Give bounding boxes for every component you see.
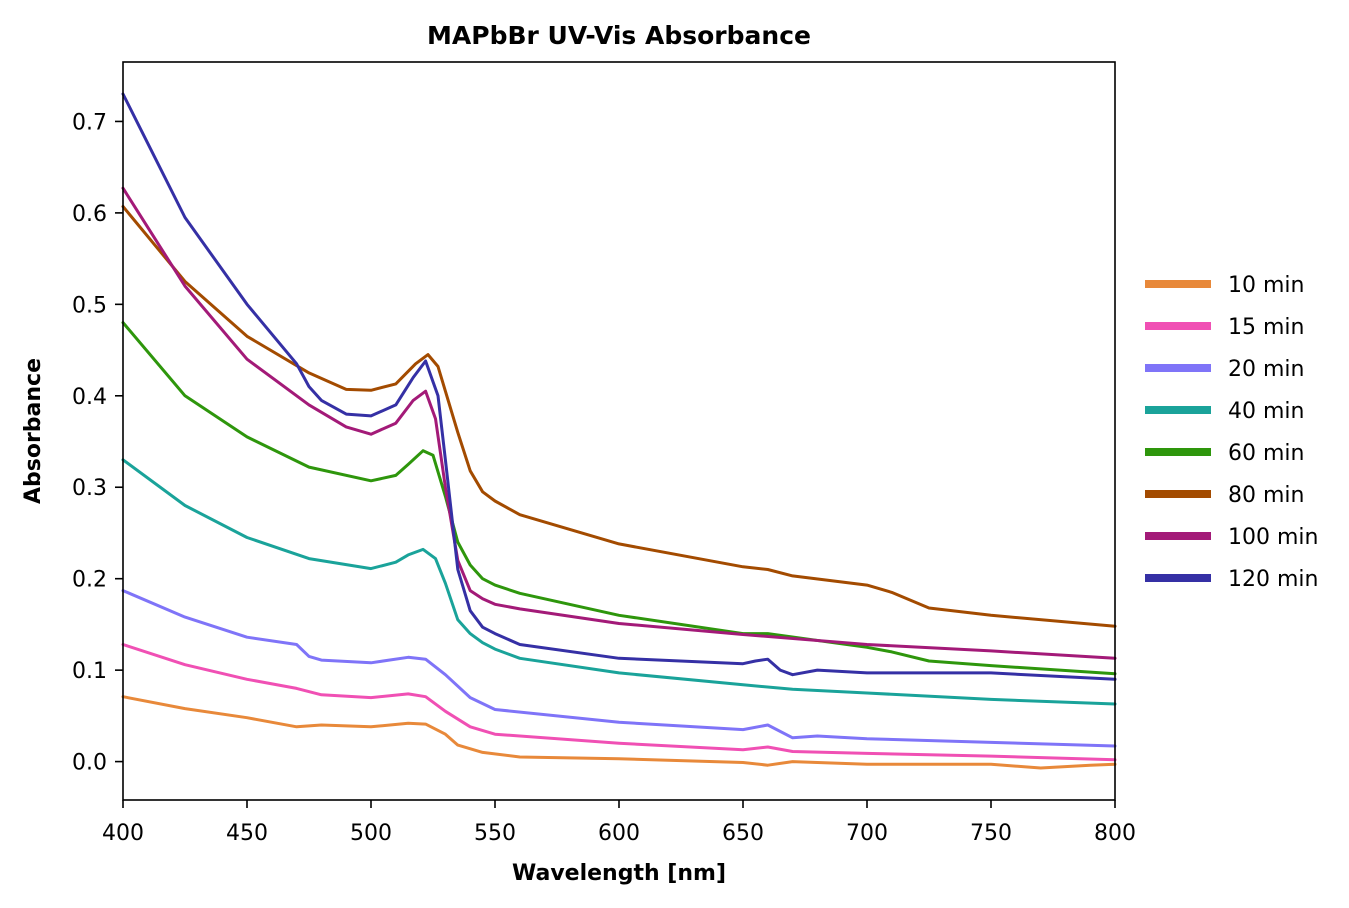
x-tick-label: 600 bbox=[598, 821, 640, 846]
legend-label-0: 10 min bbox=[1228, 273, 1304, 298]
x-tick-label: 550 bbox=[474, 821, 516, 846]
legend-label-7: 120 min bbox=[1228, 567, 1318, 592]
x-tick-label: 400 bbox=[102, 821, 144, 846]
legend-label-4: 60 min bbox=[1228, 441, 1304, 466]
y-tick-label: 0.1 bbox=[72, 659, 107, 684]
series-line-6 bbox=[121, 186, 1117, 660]
y-tick-label: 0.3 bbox=[72, 476, 107, 501]
x-tick-label: 650 bbox=[722, 821, 764, 846]
y-tick-label: 0.4 bbox=[72, 385, 107, 410]
y-tick-label: 0.5 bbox=[72, 293, 107, 318]
y-axis: 0.0 0.1 0.2 0.3 0.4 0.5 0.6 0.7 bbox=[72, 110, 123, 776]
y-tick-label: 0.6 bbox=[72, 202, 107, 227]
x-tick-label: 700 bbox=[846, 821, 888, 846]
legend-label-6: 100 min bbox=[1228, 525, 1318, 550]
x-tick-label: 800 bbox=[1094, 821, 1136, 846]
legend-label-2: 20 min bbox=[1228, 357, 1304, 382]
series-line-0 bbox=[121, 695, 1117, 770]
y-tick-label: 0.7 bbox=[72, 110, 107, 135]
x-tick-label: 750 bbox=[970, 821, 1012, 846]
legend-label-5: 80 min bbox=[1228, 483, 1304, 508]
legend-label-3: 40 min bbox=[1228, 399, 1304, 424]
x-axis: 400 450 500 550 600 650 700 750 800 bbox=[102, 800, 1136, 846]
x-axis-title: Wavelength [nm] bbox=[512, 861, 726, 886]
series-line-2 bbox=[121, 589, 1117, 748]
series-line-4 bbox=[121, 321, 1117, 676]
series-line-3 bbox=[121, 458, 1117, 706]
x-tick-label: 500 bbox=[350, 821, 392, 846]
series-line-7 bbox=[121, 92, 1117, 681]
series-layer bbox=[121, 92, 1117, 770]
x-tick-label: 450 bbox=[226, 821, 268, 846]
y-tick-label: 0.2 bbox=[72, 568, 107, 593]
y-tick-label: 0.0 bbox=[72, 751, 107, 776]
legend: 10 min 15 min 20 min 40 min 60 min 80 min 100 … bbox=[1145, 273, 1318, 592]
series-line-5 bbox=[121, 205, 1117, 628]
y-axis-title: Absorbance bbox=[21, 358, 46, 504]
series-line-1 bbox=[121, 643, 1117, 762]
legend-label-1: 15 min bbox=[1228, 315, 1304, 340]
chart-title: MAPbBr UV-Vis Absorbance bbox=[427, 21, 811, 50]
